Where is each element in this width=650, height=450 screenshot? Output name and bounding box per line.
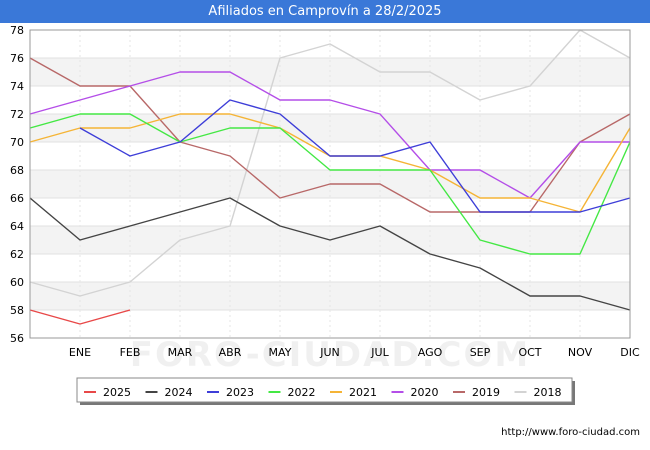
legend-box <box>76 377 573 403</box>
series-line-2018 <box>29 29 631 297</box>
series-line-2024 <box>29 197 631 311</box>
x-tick-labels: ENE FEB MAR ABR MAY JUN JUL AGO SEP OCT NOV DIC <box>69 346 640 359</box>
x-tick-label: FEB <box>120 346 141 359</box>
legend-label-2023: 2023 <box>226 386 254 399</box>
y-tick-label: 70 <box>10 136 24 149</box>
y-tick-label: 72 <box>10 108 24 121</box>
x-tick-label: DIC <box>620 346 640 359</box>
series-line-2022 <box>29 113 631 255</box>
x-tick-label: JUL <box>370 346 389 359</box>
y-tick-label: 64 <box>10 220 24 233</box>
legend-label-2018: 2018 <box>534 386 562 399</box>
x-tick-label: NOV <box>568 346 593 359</box>
y-tick-label: 78 <box>10 24 24 37</box>
y-tick-labels: 56 58 60 62 64 66 68 70 72 74 76 78 <box>10 24 24 345</box>
x-tick-label: ENE <box>69 346 91 359</box>
grid-band <box>30 254 630 282</box>
x-tick-label: JUN <box>319 346 340 359</box>
legend-label-2024: 2024 <box>165 386 193 399</box>
legend-label-2021: 2021 <box>349 386 377 399</box>
legend-label-2022: 2022 <box>288 386 316 399</box>
legend-label-2025: 2025 <box>103 386 131 399</box>
plot-frame <box>29 29 631 339</box>
y-tick-label: 58 <box>10 304 24 317</box>
footer-url: http://www.foro-ciudad.com <box>501 427 640 438</box>
grid-lines <box>29 29 631 339</box>
series-line-2023 <box>79 99 631 213</box>
y-tick-label: 76 <box>10 52 24 65</box>
y-tick-label: 68 <box>10 164 24 177</box>
watermark: FORO-CIUDAD.COM <box>130 335 531 375</box>
chart-title: Afiliados en Camprovín a 28/2/2025 <box>0 0 650 23</box>
legend: 2025 2024 2023 2022 2021 2020 2019 2018 <box>76 377 575 405</box>
x-tick-label: MAR <box>168 346 193 359</box>
grid-band <box>30 310 630 338</box>
x-tick-label: SEP <box>470 346 491 359</box>
y-tick-label: 62 <box>10 248 24 261</box>
series-lines <box>29 29 631 325</box>
axes <box>29 29 631 339</box>
x-tick-label: AGO <box>418 346 443 359</box>
series-line-2025 <box>29 309 131 325</box>
watermark-text: FORO-CIUDAD.COM <box>130 335 531 375</box>
x-tick-label: MAY <box>269 346 292 359</box>
x-tick-label: OCT <box>518 346 541 359</box>
x-tick-label: ABR <box>219 346 242 359</box>
legend-label-2019: 2019 <box>472 386 500 399</box>
legend-label-2020: 2020 <box>411 386 439 399</box>
y-tick-label: 56 <box>10 332 24 345</box>
y-tick-label: 66 <box>10 192 24 205</box>
y-tick-label: 60 <box>10 276 24 289</box>
y-tick-label: 74 <box>10 80 24 93</box>
